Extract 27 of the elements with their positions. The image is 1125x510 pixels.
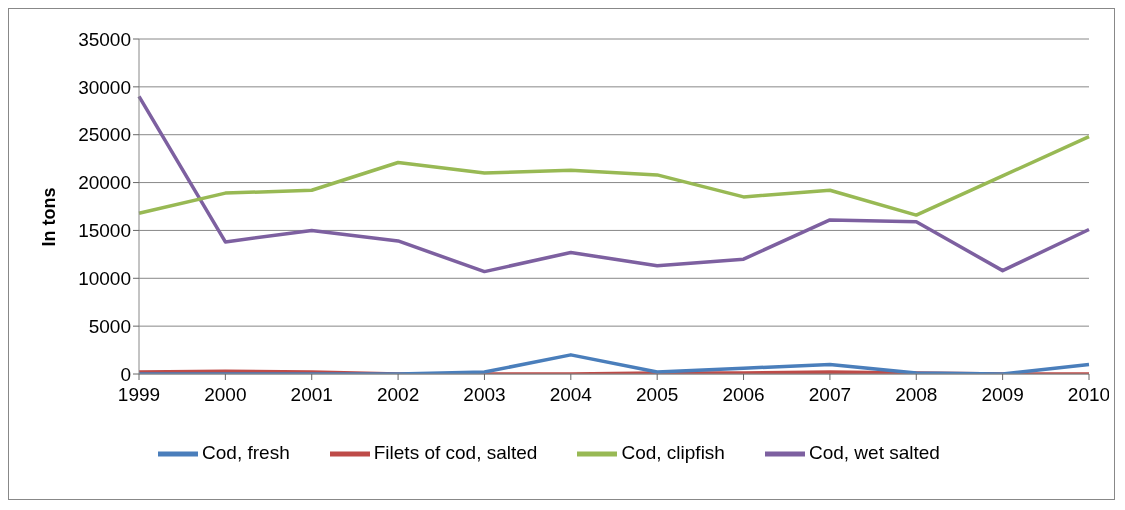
legend-label: Cod, clipfish: [621, 442, 725, 464]
x-tick-label: 2009: [981, 384, 1024, 406]
y-tick-label: 0: [120, 363, 131, 385]
y-tick-label: 5000: [88, 315, 131, 337]
y-axis-title: In tons: [39, 187, 60, 247]
y-tick-label: 35000: [78, 28, 131, 50]
y-tick-label: 10000: [78, 268, 131, 290]
y-tick-label: 25000: [78, 124, 131, 146]
legend-label: Cod, wet salted: [808, 442, 940, 464]
x-tick-label: 2001: [290, 384, 333, 406]
x-tick-label: 2007: [808, 384, 852, 406]
legend-label: Cod, fresh: [202, 442, 290, 464]
x-tick-label: 2002: [376, 384, 420, 406]
x-tick-label: 2005: [636, 384, 679, 406]
y-tick-label: 20000: [78, 172, 131, 194]
line-series: [137, 94, 1091, 274]
x-tick-label: 2003: [463, 384, 506, 406]
x-tick-label: 2004: [549, 384, 593, 406]
x-tick-label: 2000: [204, 384, 247, 406]
y-tick-label: 15000: [78, 220, 131, 242]
y-tick-label: 30000: [78, 76, 131, 98]
legend-label: Filets of cod, salted: [373, 442, 538, 464]
x-tick-label: 2010: [1067, 384, 1111, 406]
line-series: [137, 134, 1091, 217]
x-tick-label: 2008: [895, 384, 938, 406]
x-tick-label: 2006: [722, 384, 765, 406]
x-tick-label: 1999: [117, 384, 161, 406]
